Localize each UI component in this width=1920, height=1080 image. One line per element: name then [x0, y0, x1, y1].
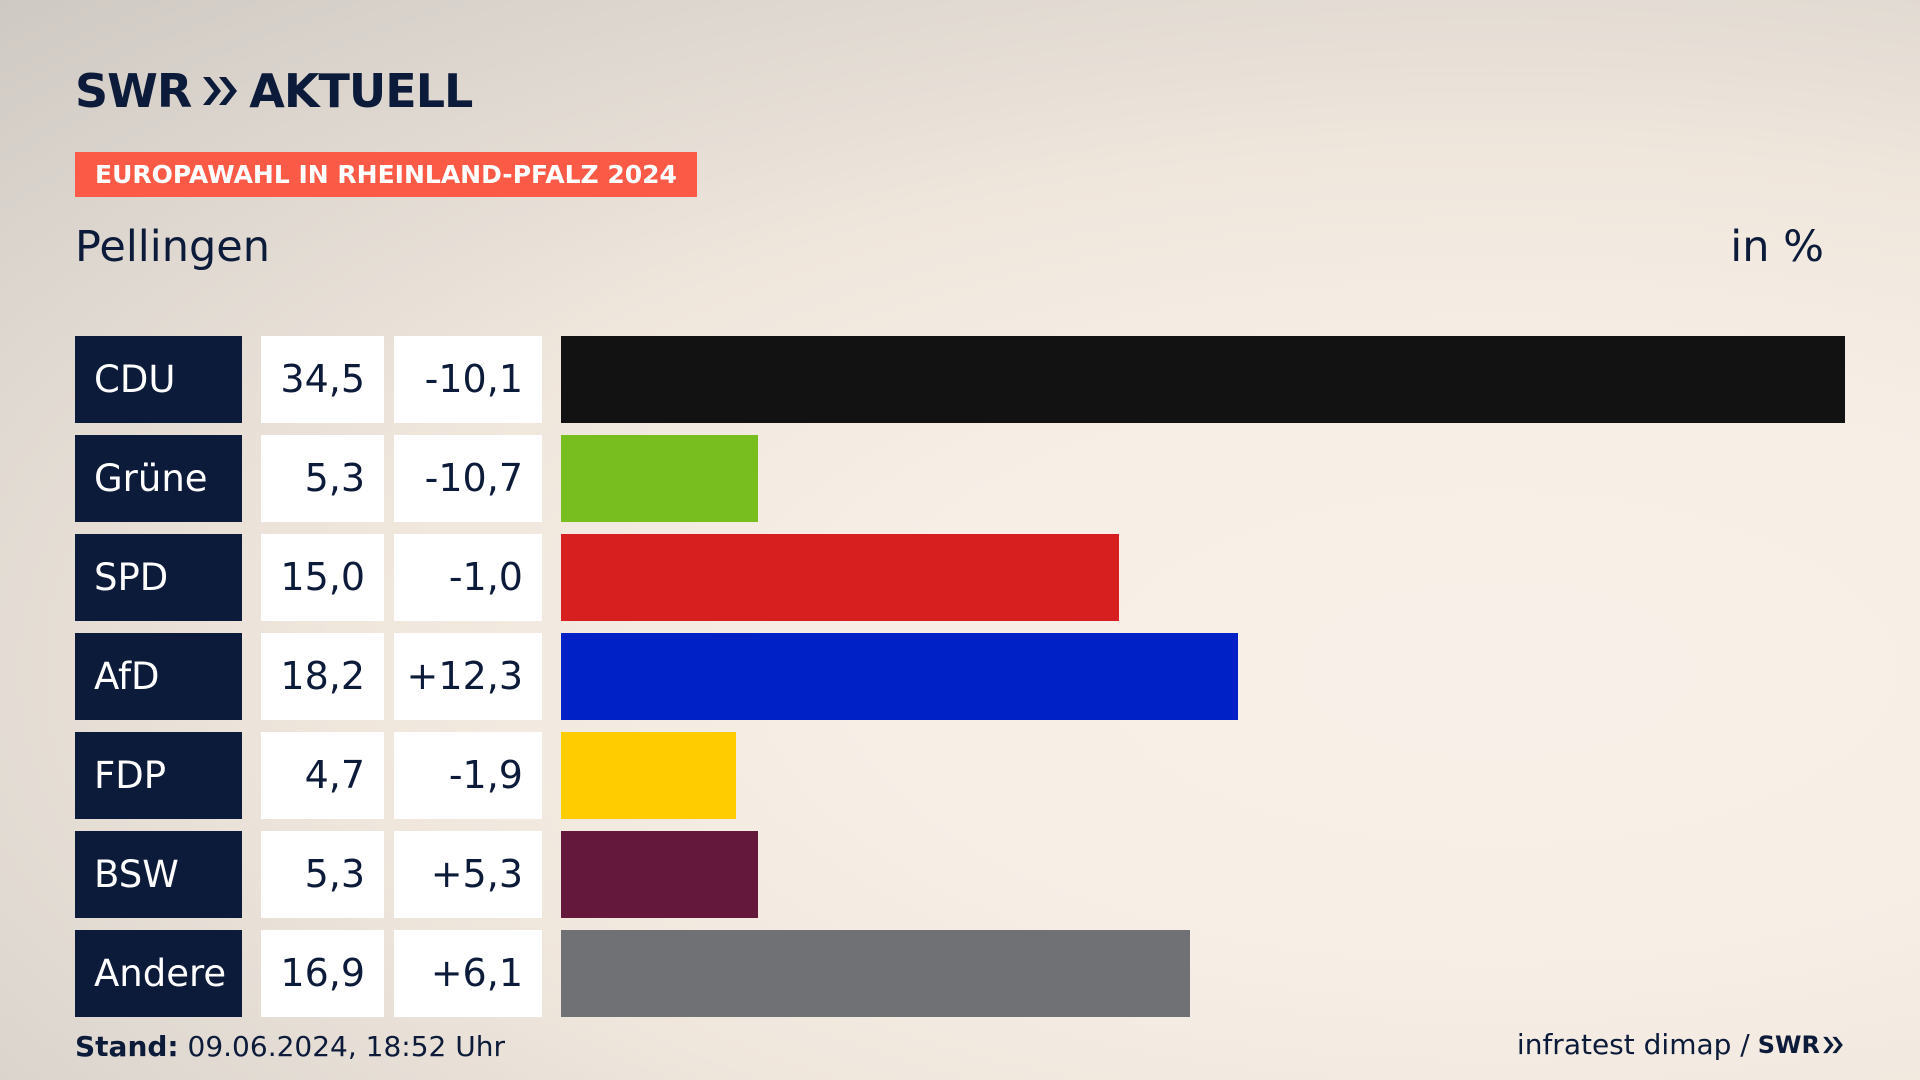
vote-share-value: 5,3	[261, 831, 384, 918]
change-value: -1,0	[394, 534, 542, 621]
chart-row: BSW 5,3 +5,3	[75, 831, 1845, 918]
change-value: +12,3	[394, 633, 542, 720]
change-value: -10,7	[394, 435, 542, 522]
election-tag: EUROPAWAHL IN RHEINLAND-PFALZ 2024	[75, 152, 697, 197]
chart-row: Andere 16,9 +6,1	[75, 930, 1845, 1017]
change-value: -10,1	[394, 336, 542, 423]
party-label: AfD	[75, 633, 242, 720]
stand-label: Stand:	[75, 1030, 179, 1063]
vote-share-value: 16,9	[261, 930, 384, 1017]
unit-label: in %	[1730, 222, 1824, 272]
double-chevron-icon	[203, 77, 238, 105]
bar-spd	[561, 534, 1119, 621]
swr-aktuell-logo: SWR AKTUELL	[75, 64, 473, 118]
vote-share-value: 18,2	[261, 633, 384, 720]
party-label: Grüne	[75, 435, 242, 522]
party-label: CDU	[75, 336, 242, 423]
bar-fdp	[561, 732, 736, 819]
chart-row: AfD 18,2 +12,3	[75, 633, 1845, 720]
change-value: -1,9	[394, 732, 542, 819]
source-brand: SWR	[1758, 1031, 1844, 1059]
logo-aktuell-text: AKTUELL	[249, 64, 473, 118]
party-label: Andere	[75, 930, 242, 1017]
stand-value: 09.06.2024, 18:52 Uhr	[187, 1030, 505, 1063]
bar-andere	[561, 930, 1190, 1017]
vote-share-value: 15,0	[261, 534, 384, 621]
change-value: +5,3	[394, 831, 542, 918]
vote-share-value: 34,5	[261, 336, 384, 423]
vote-share-value: 4,7	[261, 732, 384, 819]
vote-share-value: 5,3	[261, 435, 384, 522]
chart-row: SPD 15,0 -1,0	[75, 534, 1845, 621]
source-credit: infratest dimap / SWR	[1517, 1028, 1844, 1061]
bar-afd	[561, 633, 1238, 720]
chart-title: Pellingen	[75, 222, 270, 272]
timestamp: Stand: 09.06.2024, 18:52 Uhr	[75, 1030, 505, 1063]
logo-swr-text: SWR	[75, 64, 192, 118]
chart-row: CDU 34,5 -10,1	[75, 336, 1845, 423]
bar-bsw	[561, 831, 758, 918]
bar-grne	[561, 435, 758, 522]
party-label: SPD	[75, 534, 242, 621]
source-brand-text: SWR	[1757, 1030, 1820, 1059]
bar-cdu	[561, 336, 1845, 423]
change-value: +6,1	[394, 930, 542, 1017]
chart-row: FDP 4,7 -1,9	[75, 732, 1845, 819]
party-label: BSW	[75, 831, 242, 918]
party-label: FDP	[75, 732, 242, 819]
chart-row: Grüne 5,3 -10,7	[75, 435, 1845, 522]
source-text: infratest dimap /	[1516, 1028, 1750, 1061]
small-double-chevron-icon	[1823, 1036, 1843, 1053]
